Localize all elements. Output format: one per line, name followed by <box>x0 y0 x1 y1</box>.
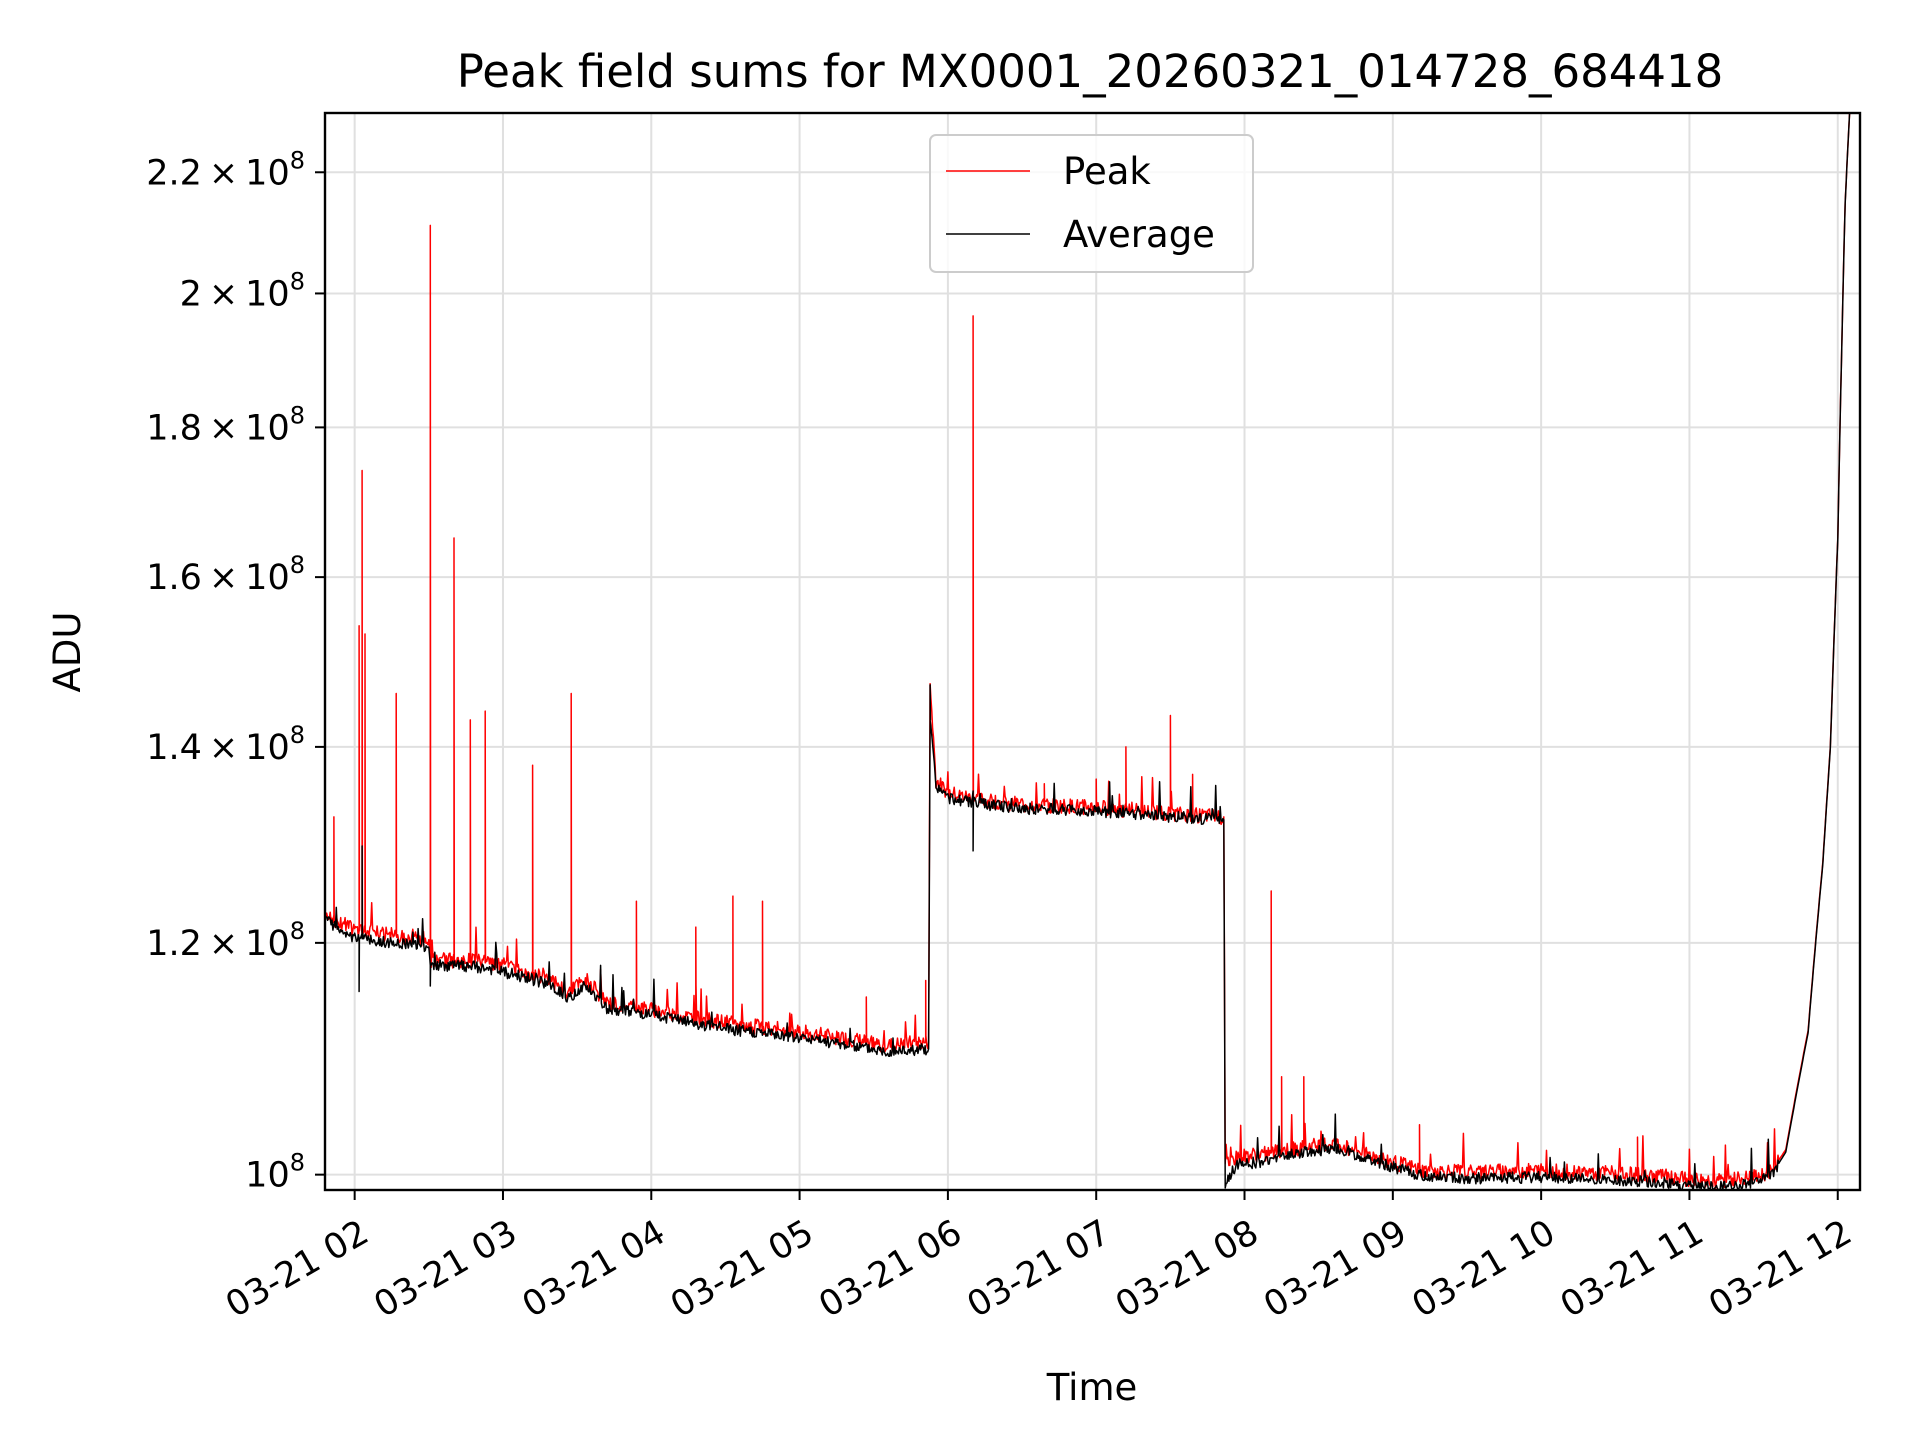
legend-box <box>929 134 1254 273</box>
legend: Peak Average <box>929 134 1254 273</box>
y-tick-label: 1.4 × 108 <box>146 721 305 768</box>
y-tick-label: 1.6 × 108 <box>146 551 305 598</box>
legend-peak-label: Peak <box>1063 150 1151 193</box>
series-average-line <box>325 113 1851 1190</box>
chart-title: Peak field sums for MX0001_20260321_0147… <box>457 45 1724 98</box>
grid-layer <box>325 113 1860 1190</box>
y-tick-label: 2.2 × 108 <box>146 146 305 193</box>
y-axis-label: ADU <box>46 612 89 693</box>
y-tick-label: 1.2 × 108 <box>146 917 305 964</box>
legend-average-label: Average <box>1063 213 1215 256</box>
y-tick-label: 108 <box>245 1149 305 1196</box>
y-tick-label: 2 × 108 <box>180 267 305 314</box>
x-axis-label: Time <box>1046 1366 1138 1409</box>
y-tick-label: 1.8 × 108 <box>146 401 305 448</box>
plot-frame <box>323 111 1862 1192</box>
series-layer <box>325 113 1851 1190</box>
